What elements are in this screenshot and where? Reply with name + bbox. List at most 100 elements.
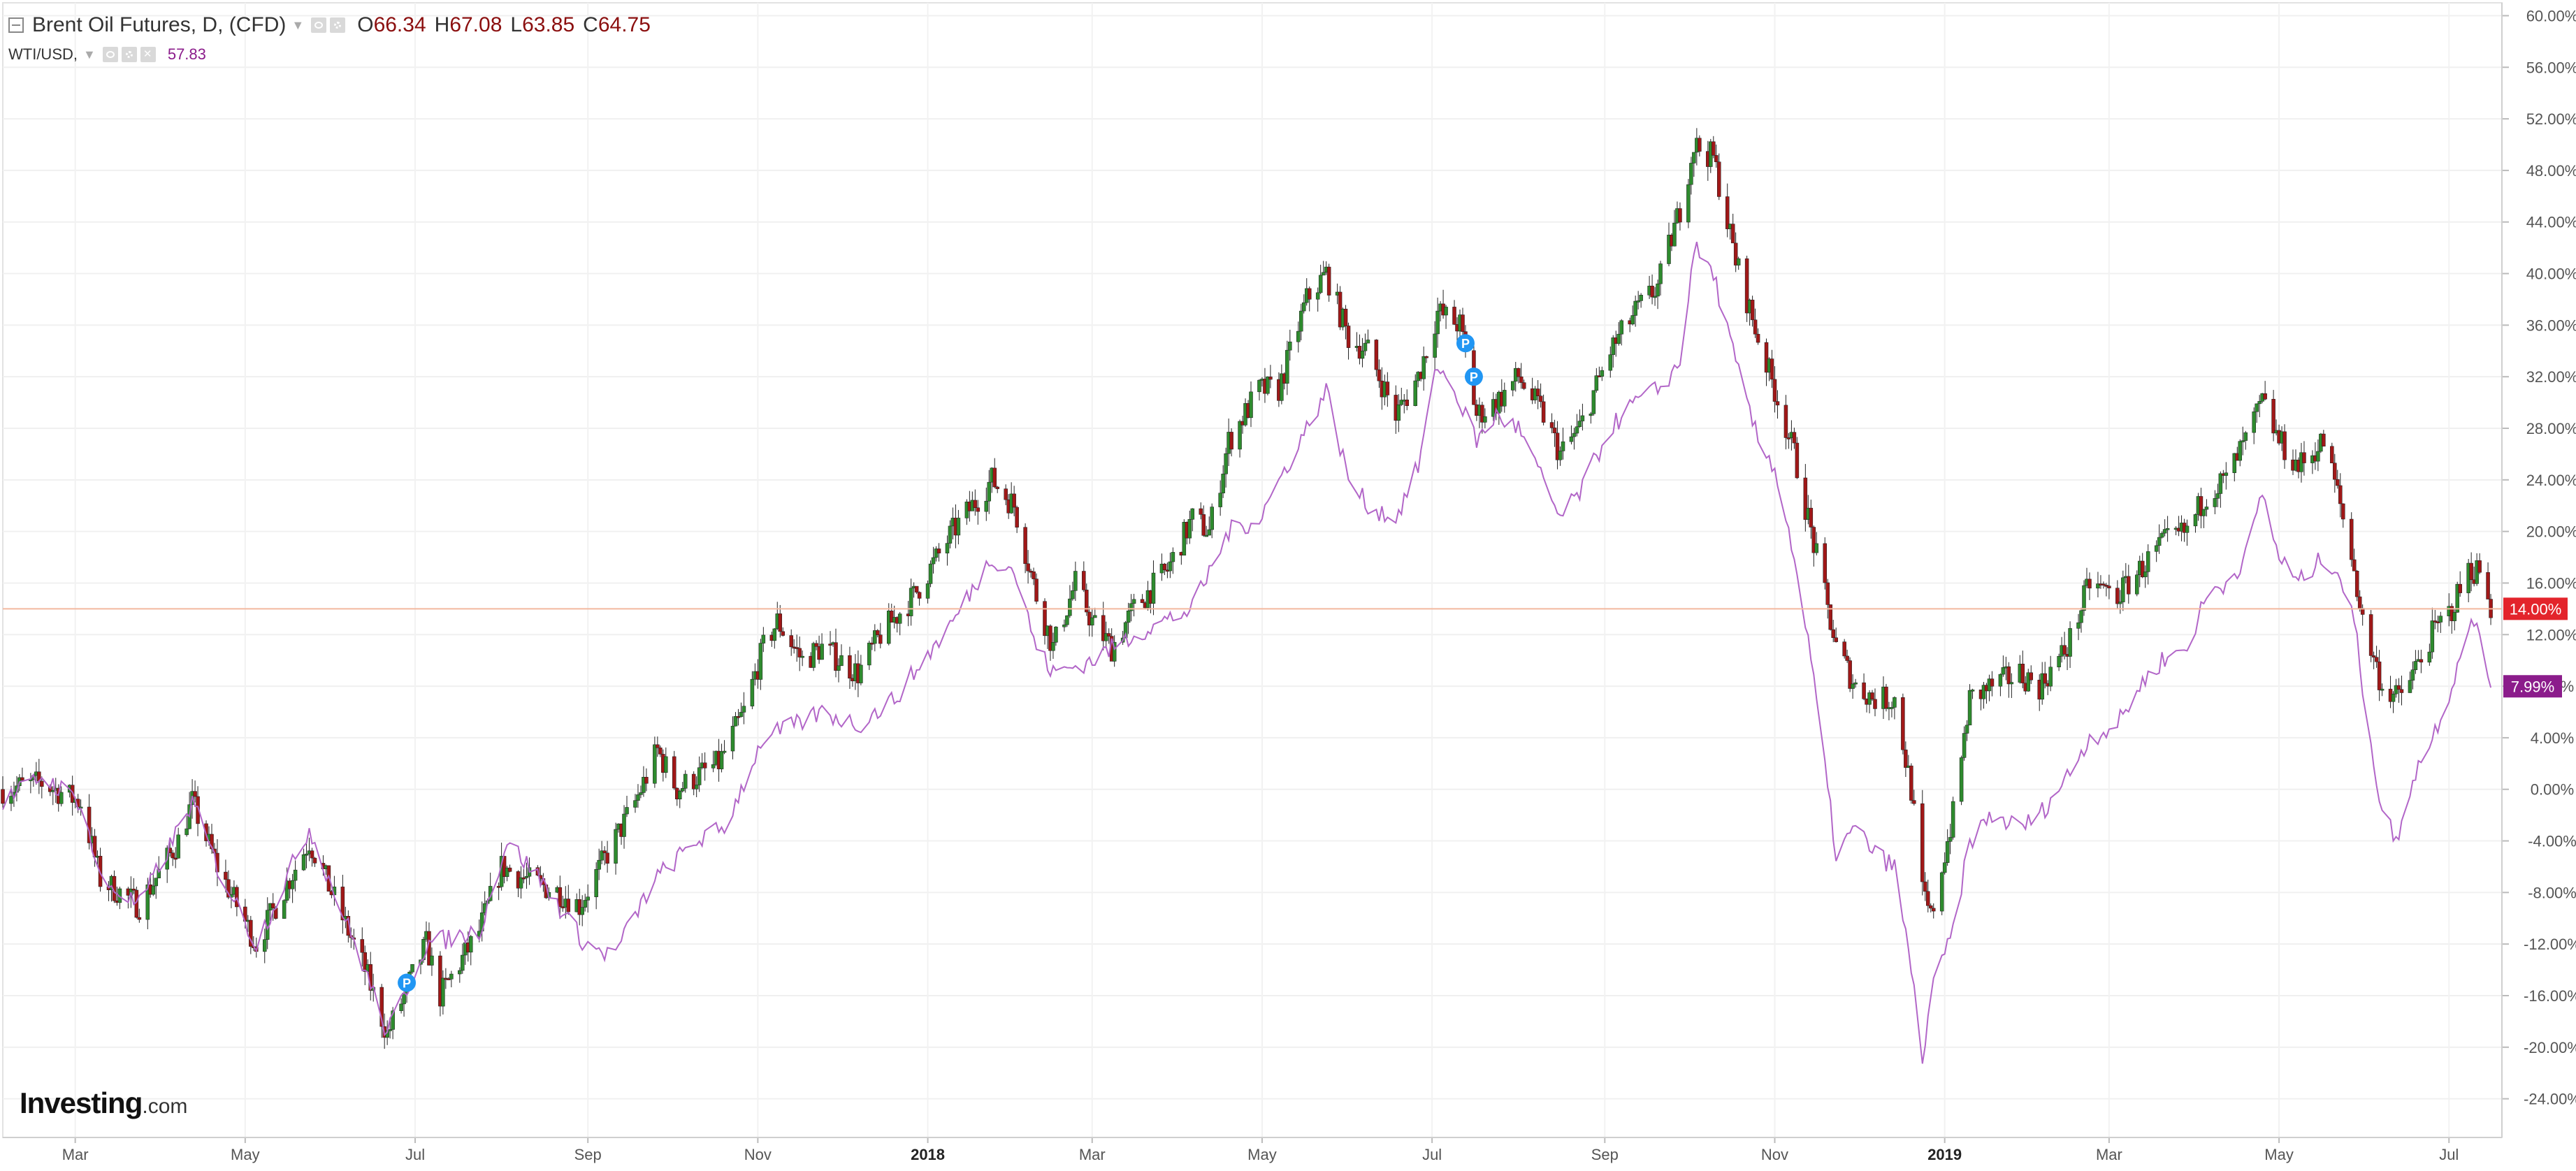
eye-icon[interactable] bbox=[102, 47, 118, 62]
candle-up bbox=[2224, 472, 2229, 476]
candle-down bbox=[1538, 395, 1543, 402]
candle-down bbox=[2371, 655, 2376, 657]
candle-down bbox=[1770, 358, 1774, 380]
candle-down bbox=[1555, 432, 1560, 460]
candle-down bbox=[1926, 891, 1930, 906]
candle-up bbox=[680, 788, 685, 792]
candle-up bbox=[2410, 669, 2415, 681]
candle-up bbox=[1686, 184, 1691, 223]
candle-down bbox=[1786, 437, 1791, 439]
candle-up bbox=[2001, 667, 2006, 675]
candle-up bbox=[1280, 373, 1284, 401]
x-tick-label: May bbox=[2264, 1146, 2294, 1163]
candle-up bbox=[449, 973, 454, 980]
candle-up bbox=[304, 853, 309, 856]
chevron-down-icon[interactable]: ▼ bbox=[83, 47, 96, 61]
candle-down bbox=[1783, 405, 1788, 438]
candle-down bbox=[797, 648, 802, 657]
candle-up bbox=[2408, 680, 2412, 693]
candle-up bbox=[800, 655, 804, 658]
event-marker-label: P bbox=[1470, 370, 1478, 384]
candle-up bbox=[583, 900, 587, 908]
candle-up bbox=[1981, 685, 1986, 699]
candle-up bbox=[1321, 272, 1326, 276]
candle-up bbox=[580, 907, 584, 915]
event-marker-label: P bbox=[1461, 337, 1470, 351]
candle-up bbox=[1296, 330, 1301, 342]
candle-down bbox=[1831, 629, 1835, 638]
candle-up bbox=[388, 1029, 392, 1031]
candle-up bbox=[987, 481, 992, 502]
gear-icon[interactable] bbox=[330, 17, 346, 33]
candle-down bbox=[1452, 307, 1456, 325]
candle-down bbox=[1043, 601, 1047, 637]
candle-up bbox=[2026, 672, 2031, 692]
candle-up bbox=[839, 655, 844, 667]
candle-down bbox=[1753, 319, 1758, 335]
candle-up bbox=[430, 955, 434, 966]
candle-down bbox=[224, 871, 228, 880]
candle-down bbox=[2374, 657, 2379, 662]
candle-up bbox=[145, 885, 150, 920]
candle-up bbox=[719, 751, 724, 769]
candle-up bbox=[461, 954, 465, 971]
candle-up bbox=[1062, 624, 1066, 627]
x-tick-label: Mar bbox=[1079, 1146, 1106, 1163]
candle-up bbox=[262, 939, 267, 952]
candle-up bbox=[2427, 651, 2432, 663]
candle-down bbox=[973, 500, 978, 508]
candle-up bbox=[1299, 310, 1303, 332]
candle-up bbox=[2380, 688, 2385, 691]
candle-down bbox=[1803, 477, 1808, 520]
candle-down bbox=[566, 899, 571, 912]
candle-up bbox=[1736, 258, 1741, 266]
candle-up bbox=[157, 868, 161, 878]
collapse-legend-button[interactable] bbox=[8, 17, 24, 33]
candle-up bbox=[948, 525, 953, 544]
candle-down bbox=[1343, 308, 1348, 326]
candle-up bbox=[2079, 610, 2083, 623]
candle-up bbox=[2009, 682, 2014, 685]
candle-down bbox=[363, 952, 368, 972]
close-icon[interactable] bbox=[140, 47, 156, 62]
candle-up bbox=[820, 643, 824, 660]
candle-down bbox=[40, 780, 44, 787]
x-tick-label: Sep bbox=[1591, 1146, 1619, 1163]
candle-down bbox=[1904, 749, 1908, 768]
candle-down bbox=[2107, 586, 2111, 588]
candle-up bbox=[284, 880, 289, 901]
candle-up bbox=[519, 877, 523, 889]
eye-icon[interactable] bbox=[311, 17, 327, 33]
y-tick-label: -8.00% bbox=[2528, 884, 2576, 901]
ohlc-close-value: 64.75 bbox=[598, 13, 651, 36]
x-tick-label: 2018 bbox=[911, 1146, 945, 1163]
candle-down bbox=[1519, 376, 1524, 383]
candle-up bbox=[1633, 300, 1637, 316]
y-tick-label: 12.00% bbox=[2526, 626, 2576, 643]
candle-down bbox=[312, 857, 317, 864]
compare-series-title[interactable]: WTI/USD, bbox=[8, 45, 78, 63]
gear-icon[interactable] bbox=[121, 47, 137, 62]
candle-down bbox=[2282, 431, 2287, 460]
candle-up bbox=[867, 642, 871, 666]
candle-down bbox=[1823, 543, 1828, 583]
main-series-title[interactable]: Brent Oil Futures, D, (CFD) bbox=[32, 13, 287, 36]
candle-down bbox=[1990, 678, 1995, 687]
candle-down bbox=[1034, 579, 1039, 602]
candle-up bbox=[1589, 414, 1593, 416]
main-series-legend: Brent Oil Futures, D, (CFD) ▼ O 66.34 H 67… bbox=[8, 10, 651, 41]
candle-up bbox=[458, 970, 462, 975]
candle-down bbox=[1516, 368, 1521, 377]
candle-down bbox=[2354, 570, 2359, 597]
candle-up bbox=[2252, 412, 2256, 433]
candle-up bbox=[1951, 801, 1955, 838]
candle-up bbox=[59, 792, 64, 804]
chevron-down-icon[interactable]: ▼ bbox=[291, 17, 305, 32]
candle-up bbox=[653, 744, 657, 784]
candle-up bbox=[1435, 310, 1440, 335]
candle-down bbox=[270, 903, 275, 908]
candle-up bbox=[1068, 598, 1072, 616]
candle-up bbox=[722, 750, 727, 753]
